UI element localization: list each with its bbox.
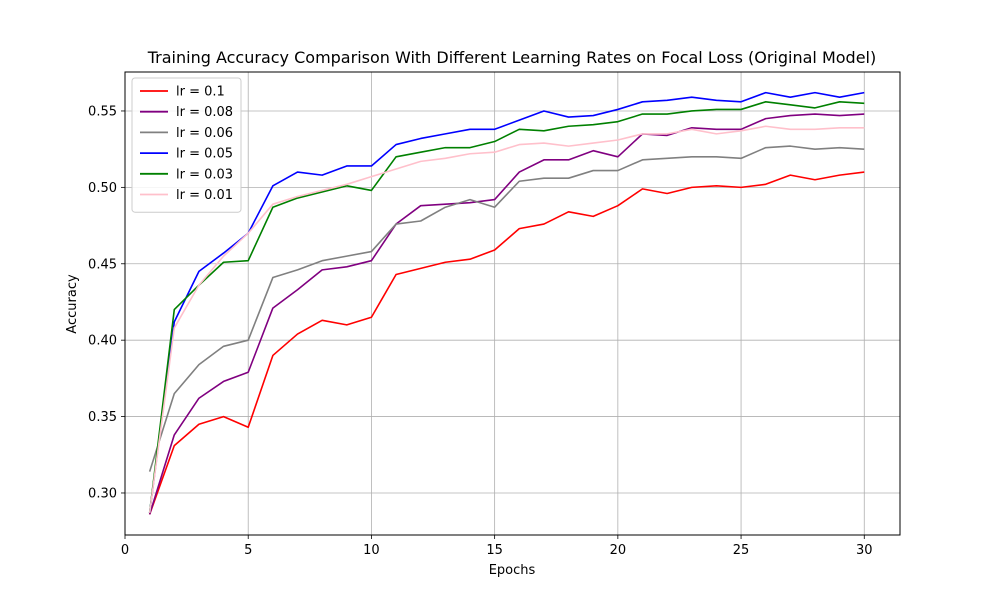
x-tick-label: 0 <box>121 543 129 558</box>
axis-ticks: 0 5 10 15 20 25 30 0.30 0.35 0.40 0.45 0.50 0.55 <box>88 104 872 558</box>
y-tick-label: 0.55 <box>88 104 117 119</box>
legend: lr = 0.1 lr = 0.08 lr = 0.06 lr = 0.05 lr = … <box>131 77 242 213</box>
grid <box>124 72 900 535</box>
x-tick-label: 15 <box>486 543 503 558</box>
legend-label: lr = 0.06 <box>176 126 233 141</box>
series-line-1 <box>148 113 865 515</box>
x-tick-label: 25 <box>733 543 750 558</box>
series-line-0 <box>148 171 865 515</box>
x-tick-label: 10 <box>363 543 380 558</box>
series-line-2 <box>148 145 865 472</box>
series-line-4 <box>148 101 865 513</box>
chart-title: Training Accuracy Comparison With Differ… <box>147 48 876 67</box>
x-tick-label: 5 <box>244 543 252 558</box>
legend-label: lr = 0.1 <box>176 85 225 100</box>
legend-label: lr = 0.01 <box>176 188 233 203</box>
series-line-5 <box>148 125 865 513</box>
y-tick-label: 0.30 <box>88 486 117 501</box>
y-tick-label: 0.35 <box>88 410 117 425</box>
legend-label: lr = 0.03 <box>176 167 233 182</box>
x-tick-label: 20 <box>610 543 627 558</box>
x-axis-title: Epochs <box>489 563 536 578</box>
series-lines <box>148 91 865 515</box>
y-tick-label: 0.50 <box>88 181 117 196</box>
plot-area-frame <box>124 71 901 536</box>
y-tick-label: 0.40 <box>88 334 117 349</box>
y-tick-label: 0.45 <box>88 257 117 272</box>
legend-label: lr = 0.05 <box>176 147 233 162</box>
legend-label: lr = 0.08 <box>176 105 233 120</box>
y-axis-title: Accuracy <box>65 274 80 334</box>
x-tick-label: 30 <box>856 543 873 558</box>
series-line-3 <box>148 91 865 513</box>
